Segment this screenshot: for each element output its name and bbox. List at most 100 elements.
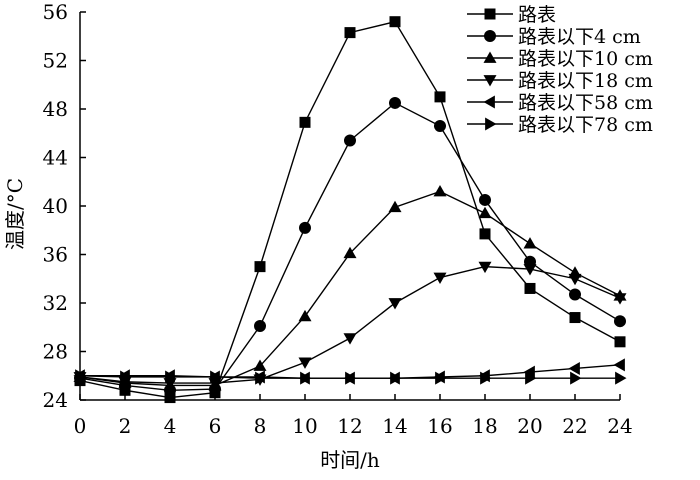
series-line [79, 265, 621, 384]
data-point-square [254, 261, 266, 273]
series-2 [74, 96, 626, 397]
data-point-triangle-down [613, 293, 627, 305]
y-tick-label: 28 [43, 340, 68, 364]
data-point-triangle-down [568, 273, 582, 286]
data-point-circle [614, 315, 626, 328]
legend-item: 路表以下78 cm [467, 114, 653, 136]
data-point-square [479, 228, 491, 240]
y-tick-label: 48 [43, 97, 68, 121]
x-tick-label: 22 [562, 414, 587, 438]
y-tick-label: 56 [43, 0, 68, 24]
legend-label: 路表以下4 cm [518, 26, 641, 48]
data-point-square [484, 8, 496, 20]
legend-label: 路表以下58 cm [518, 92, 653, 114]
legend-label: 路表以下78 cm [518, 114, 653, 136]
data-point-triangle-right [345, 371, 357, 385]
data-point-triangle-up [478, 206, 492, 219]
data-point-triangle-left [613, 358, 625, 372]
legend-item: 路表以下10 cm [467, 48, 653, 70]
data-point-triangle-right [390, 371, 402, 385]
x-tick-label: 2 [119, 414, 132, 438]
y-tick-label: 44 [43, 146, 68, 170]
x-tick-label: 18 [472, 414, 497, 438]
data-point-triangle-up [483, 51, 497, 63]
data-point-circle [299, 221, 311, 234]
data-point-circle [479, 193, 491, 206]
x-axis-title: 时间/h [320, 448, 380, 472]
data-point-triangle-down [298, 357, 312, 369]
data-point-triangle-up [298, 309, 312, 322]
data-point-triangle-up [253, 359, 267, 371]
x-tick-label: 14 [382, 414, 407, 438]
data-point-square [389, 16, 401, 28]
series-layer [73, 16, 627, 404]
data-point-triangle-down [388, 298, 402, 310]
data-point-triangle-right [300, 371, 312, 385]
data-point-circle [254, 320, 266, 333]
data-point-triangle-right [75, 369, 87, 383]
data-point-circle [344, 134, 356, 147]
data-point-triangle-right [525, 371, 537, 385]
data-point-triangle-up [388, 200, 402, 213]
x-tick-label: 10 [292, 414, 317, 438]
data-point-triangle-down [483, 75, 497, 87]
data-point-square [614, 336, 626, 348]
y-tick-label: 36 [43, 243, 68, 267]
series-6 [75, 369, 627, 385]
legend-label: 路表以下18 cm [518, 70, 653, 92]
data-point-square [164, 392, 176, 404]
data-point-square [344, 27, 356, 39]
x-tick-label: 16 [427, 414, 452, 438]
data-point-triangle-down [433, 272, 447, 285]
data-point-triangle-right [435, 371, 447, 385]
y-tick-label: 52 [43, 49, 68, 73]
x-tick-label: 8 [254, 414, 267, 438]
x-tick-label: 4 [164, 414, 177, 438]
y-tick-label: 24 [43, 388, 68, 412]
y-tick-label: 32 [43, 291, 68, 315]
data-point-square [434, 91, 446, 103]
data-point-triangle-right [485, 117, 497, 131]
x-tick-label: 24 [607, 414, 632, 438]
data-point-triangle-right [255, 371, 267, 385]
x-tick-label: 6 [209, 414, 222, 438]
data-point-triangle-up [523, 237, 537, 249]
data-point-circle [434, 119, 446, 132]
data-point-triangle-right [480, 371, 492, 385]
data-point-circle [389, 96, 401, 109]
data-point-triangle-right [210, 370, 222, 384]
data-point-triangle-down [478, 261, 492, 274]
legend-item: 路表以下4 cm [467, 26, 641, 48]
data-point-triangle-right [165, 370, 177, 384]
data-point-triangle-right [615, 371, 627, 385]
y-axis-title: 温度/°C [3, 178, 27, 250]
data-point-circle [484, 30, 496, 42]
legend-label: 路表 [518, 4, 556, 26]
data-point-square [299, 116, 311, 128]
legend-label: 路表以下10 cm [518, 48, 653, 70]
data-point-circle [569, 288, 581, 301]
data-point-triangle-left [483, 95, 495, 109]
legend-item: 路表 [467, 4, 556, 26]
data-point-triangle-up [343, 246, 357, 259]
y-tick-label: 40 [43, 194, 68, 218]
x-tick-label: 12 [337, 414, 362, 438]
x-tick-label: 20 [517, 414, 542, 438]
data-point-triangle-down [343, 333, 357, 345]
data-point-triangle-left [523, 365, 535, 379]
data-point-triangle-down [523, 264, 537, 276]
data-point-triangle-right [570, 371, 582, 385]
legend-item: 路表以下58 cm [467, 92, 653, 114]
legend-item: 路表以下18 cm [467, 70, 653, 92]
data-point-triangle-up [433, 184, 447, 197]
series-3 [73, 184, 627, 391]
data-point-triangle-right [120, 370, 132, 384]
data-point-square [569, 312, 581, 324]
data-point-square [524, 282, 536, 294]
series-line [79, 190, 621, 387]
data-point-triangle-left [568, 361, 580, 375]
